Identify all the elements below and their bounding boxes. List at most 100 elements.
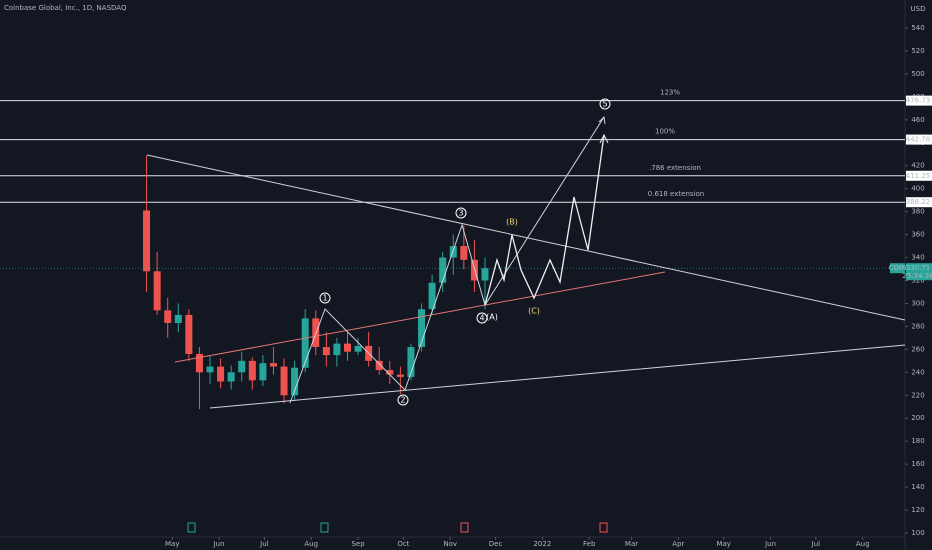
- candle-body: [375, 360, 383, 371]
- label-circle: [397, 394, 409, 406]
- y-tick-label: 280: [911, 322, 924, 330]
- label-circle: [599, 98, 611, 110]
- candle-body: [470, 259, 478, 281]
- level-label: 100%: [655, 128, 675, 136]
- y-tick-label: 340: [911, 254, 924, 262]
- y-tick-label: 240: [911, 368, 924, 376]
- dividend-icon: [320, 522, 329, 533]
- x-tick-label: Oct: [397, 540, 409, 548]
- candle-body: [174, 314, 182, 323]
- candle-body: [280, 366, 288, 396]
- y-tick-label: 200: [911, 414, 924, 422]
- candle-body: [354, 345, 362, 352]
- candle-body: [343, 343, 351, 352]
- y-tick-label: 100: [911, 529, 924, 537]
- x-tick-label: Feb: [583, 540, 596, 548]
- candle-body: [439, 257, 447, 283]
- y-tick-label: 500: [911, 70, 924, 78]
- y-tick-label: 420: [911, 162, 924, 170]
- label-circle: [455, 207, 467, 219]
- x-tick-label: Apr: [672, 540, 684, 548]
- y-tick-label: 540: [911, 24, 924, 32]
- label-circle: [319, 292, 331, 304]
- x-tick-label: Aug: [856, 540, 870, 548]
- level-price: 476.73: [906, 97, 931, 105]
- wave-label: 4: [479, 314, 484, 323]
- candle-body: [227, 372, 235, 382]
- x-tick-label: Jun: [213, 540, 225, 548]
- level-label: 0.618 extension: [648, 190, 704, 198]
- level-price: 411.25: [906, 172, 931, 180]
- y-tick-label: 460: [911, 116, 924, 124]
- x-tick-label: Dec: [489, 540, 503, 548]
- y-tick-label: 220: [911, 391, 924, 399]
- wave-labels: 1 2 3 4 5 (A) (B) (C): [319, 98, 611, 406]
- candle-body: [143, 210, 151, 272]
- y-tick-label: 160: [911, 460, 924, 468]
- wave-label: 1: [322, 294, 327, 303]
- candle-body: [269, 363, 277, 367]
- candle-body: [248, 360, 256, 381]
- candle-body: [322, 347, 330, 356]
- candle-body: [407, 347, 415, 377]
- chart-title: Coinbase Global, Inc., 1D, NASDAQ: [4, 4, 127, 12]
- candle-body: [217, 366, 225, 382]
- candle-body: [460, 246, 468, 260]
- price-box: [906, 263, 932, 281]
- level-price-box: [906, 134, 932, 145]
- x-tick-label: Sep: [351, 540, 365, 548]
- candle-body: [185, 314, 193, 354]
- symbol-box: [890, 263, 905, 274]
- x-tick-label: Jul: [259, 540, 269, 548]
- level-label: 123%: [660, 89, 680, 97]
- y-tick-label: 520: [911, 47, 924, 55]
- channel-line: [174, 271, 666, 363]
- symbol-label: COIN: [889, 264, 907, 272]
- x-tick-label: Nov: [443, 540, 457, 548]
- candle-body: [153, 271, 161, 311]
- candle-body: [238, 360, 246, 373]
- candle-body: [206, 366, 214, 373]
- x-tick-label: May: [165, 540, 179, 548]
- plot: [0, 100, 905, 410]
- currency: USD: [911, 5, 926, 13]
- label-circle: [476, 312, 488, 324]
- candle-body: [428, 282, 436, 310]
- candle-body: [164, 310, 172, 323]
- candle-body: [301, 318, 309, 368]
- level-price-box: [906, 197, 932, 208]
- dividend-icon: [187, 522, 196, 533]
- level-price-box: [906, 95, 932, 106]
- countdown: 25:34:38: [902, 272, 932, 280]
- drawings: [146, 115, 906, 409]
- x-tick-label: May: [716, 540, 730, 548]
- wave-label: 3: [458, 209, 463, 218]
- y-tick-label: 180: [911, 437, 924, 445]
- earnings-icon: [460, 522, 469, 533]
- wave-label: (B): [506, 218, 518, 227]
- earnings-icon: [599, 522, 608, 533]
- x-tick-label: Jun: [764, 540, 776, 548]
- x-tick-label: 2022: [533, 540, 551, 548]
- level-label: .786 extension: [649, 164, 701, 172]
- arrow-head: [599, 133, 609, 144]
- upper-trendline: [146, 154, 906, 321]
- event-icons: [187, 522, 608, 533]
- y-tick-label: 260: [911, 345, 924, 353]
- arrow-head: [598, 115, 606, 125]
- x-tick-label: Jul: [811, 540, 821, 548]
- x-tick-label: Aug: [304, 540, 318, 548]
- candle-body: [396, 374, 404, 377]
- candle-body: [418, 309, 426, 348]
- y-tick-label: 300: [911, 299, 924, 307]
- wave-label: (C): [528, 307, 540, 316]
- candle-body: [386, 370, 394, 375]
- y-tick-label: 360: [911, 231, 924, 239]
- candle-body: [259, 363, 267, 381]
- level-price: 388.22: [906, 198, 931, 206]
- lower-trendline: [209, 344, 906, 409]
- y-tick-label: 380: [911, 208, 924, 216]
- wave-label: (A): [486, 313, 498, 322]
